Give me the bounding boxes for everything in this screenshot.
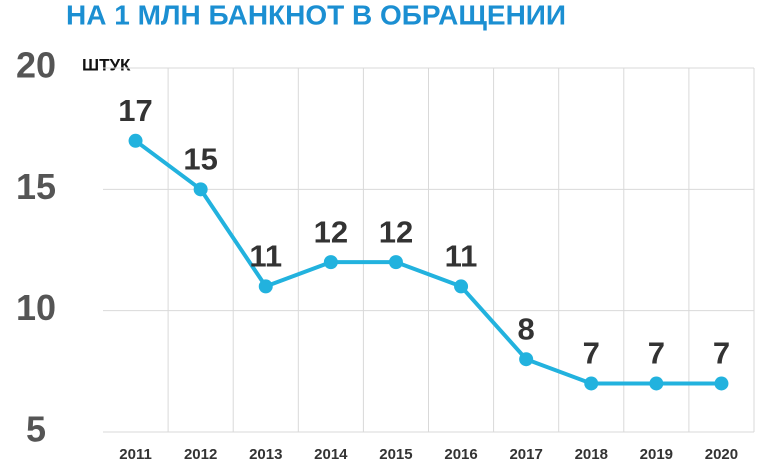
data-label: 17 — [118, 93, 152, 128]
data-label: 11 — [445, 239, 478, 274]
data-label: 7 — [713, 336, 730, 371]
y-tick-label: 5 — [26, 409, 46, 450]
data-label: 11 — [249, 239, 282, 274]
data-point — [193, 182, 208, 197]
data-point — [388, 255, 403, 270]
data-point — [584, 376, 599, 391]
data-label: 12 — [314, 214, 348, 249]
y-axis-label: ШТУК — [82, 55, 131, 74]
x-tick-label: 2017 — [509, 446, 542, 463]
data-label: 8 — [518, 311, 535, 346]
data-point — [128, 133, 143, 148]
data-point — [519, 352, 534, 367]
data-line — [134, 139, 722, 386]
data-label: 15 — [183, 142, 217, 177]
data-label: 7 — [648, 336, 665, 371]
chart-title: НА 1 МЛН БАНКНОТ В ОБРАЩЕНИИ — [66, 0, 566, 30]
x-tick-label: 2014 — [314, 446, 348, 463]
x-tick-label: 2020 — [705, 446, 738, 463]
data-point — [454, 279, 469, 294]
data-label: 12 — [379, 214, 413, 249]
y-tick-label: 15 — [16, 166, 56, 207]
data-point — [649, 376, 664, 391]
x-tick-label: 2013 — [249, 446, 282, 463]
x-tick-label: 2019 — [640, 446, 673, 463]
x-tick-label: 2011 — [119, 446, 152, 463]
data-point — [714, 376, 729, 391]
y-tick-label: 20 — [16, 45, 56, 86]
data-point — [258, 279, 273, 294]
data-point — [323, 255, 338, 270]
data-label: 7 — [583, 336, 600, 371]
x-tick-label: 2012 — [184, 446, 217, 463]
y-tick-label: 10 — [16, 287, 56, 328]
x-tick-label: 2016 — [444, 446, 477, 463]
x-tick-label: 2015 — [379, 446, 412, 463]
x-tick-label: 2018 — [575, 446, 608, 463]
